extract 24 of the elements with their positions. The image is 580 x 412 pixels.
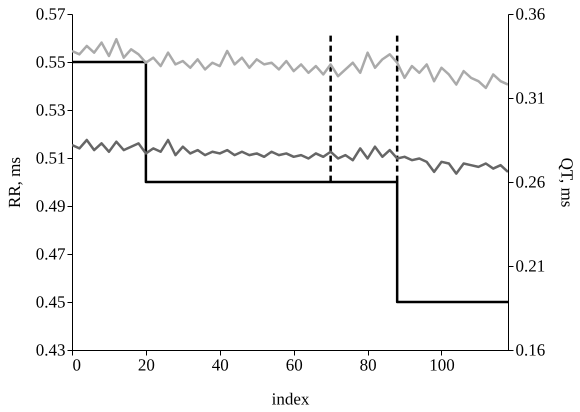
y-tick-label: 0.49 bbox=[36, 196, 66, 216]
y2-tick-label: 0.26 bbox=[516, 172, 546, 192]
x-tick-label: 60 bbox=[286, 356, 303, 374]
y-tick-label: 0.51 bbox=[36, 148, 66, 168]
y-tick-label: 0.55 bbox=[36, 52, 66, 72]
y-tick-label: 0.53 bbox=[36, 100, 66, 120]
x-tick-label: 20 bbox=[138, 356, 155, 374]
y2-tick-label: 0.36 bbox=[516, 4, 546, 24]
y2-tick-label: 0.31 bbox=[516, 88, 546, 108]
line-series bbox=[72, 38, 508, 90]
line-series bbox=[72, 138, 508, 175]
x-axis-title: index bbox=[272, 390, 310, 408]
y-tick-label: 0.57 bbox=[36, 4, 66, 24]
y2-tick-label: 0.21 bbox=[516, 256, 546, 276]
y2-tick-label: 0.16 bbox=[516, 340, 546, 360]
x-tick-label: 0 bbox=[72, 356, 81, 374]
x-tick-label: 100 bbox=[429, 356, 455, 374]
y-axis-title: RR, ms bbox=[4, 156, 24, 208]
y-tick-label: 0.45 bbox=[36, 292, 66, 312]
y-tick-label: 0.43 bbox=[36, 340, 66, 360]
y2-axis-title: QT, ms bbox=[557, 158, 576, 208]
x-tick-label: 80 bbox=[360, 356, 377, 374]
x-tick-label: 40 bbox=[212, 356, 229, 374]
y-tick-label: 0.47 bbox=[36, 244, 66, 264]
